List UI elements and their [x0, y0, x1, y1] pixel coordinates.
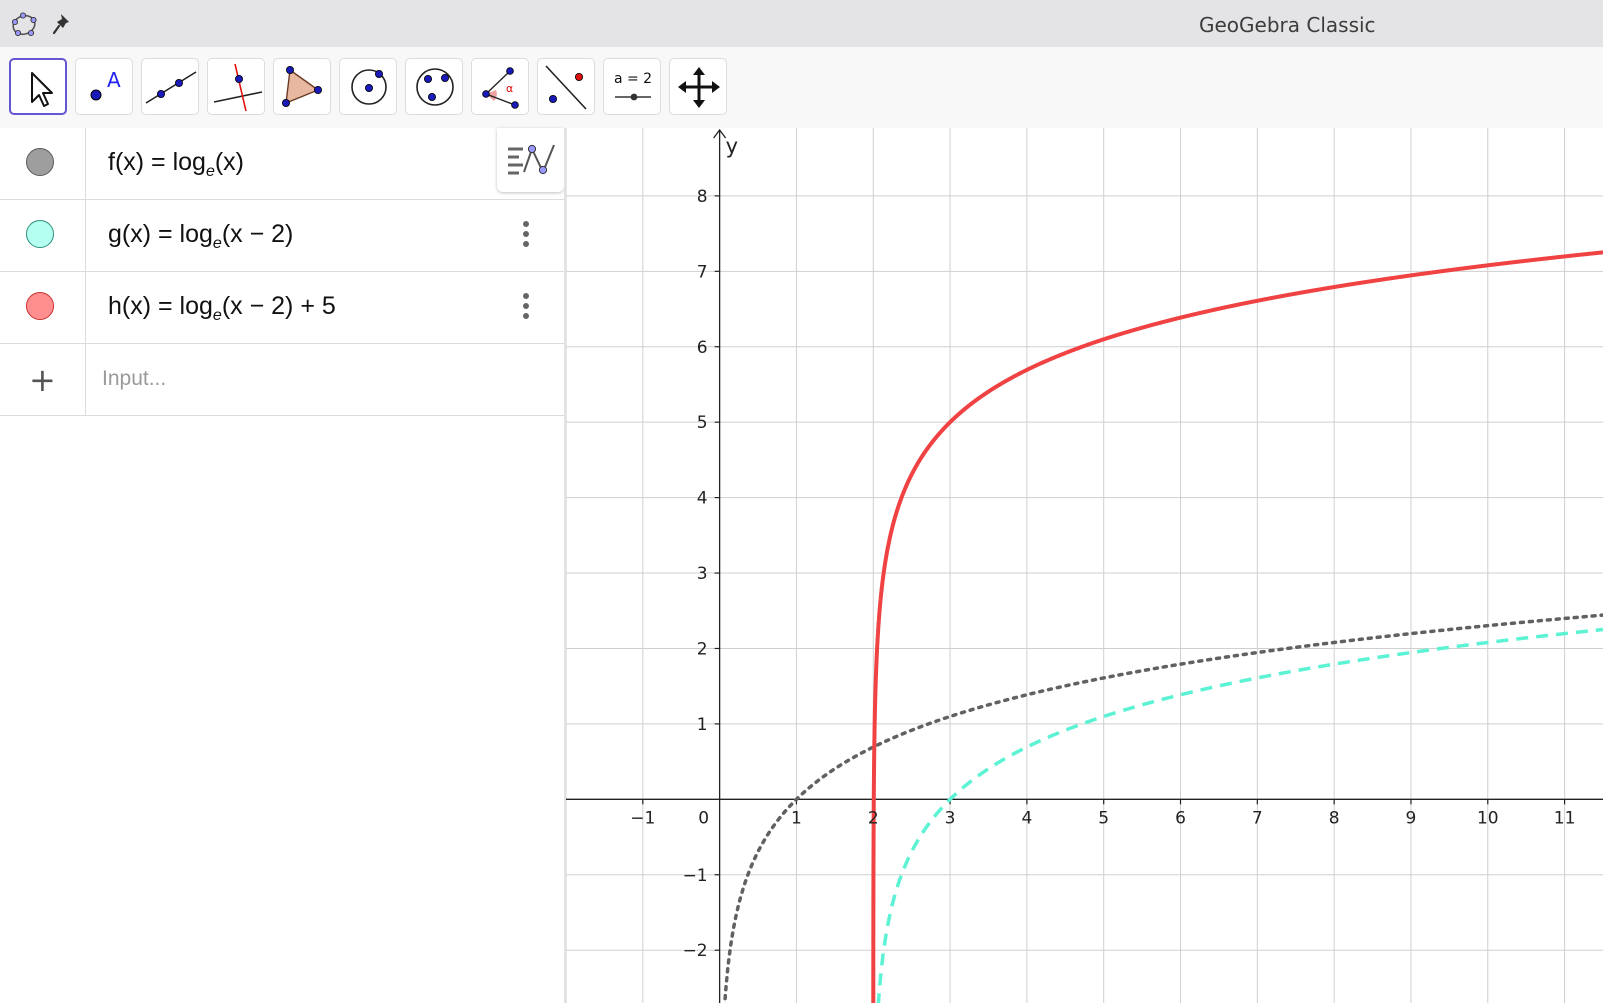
perpendicular-line-tool[interactable] — [207, 58, 265, 115]
x-tick-label: 10 — [1477, 808, 1499, 828]
algebra-input[interactable]: Input... — [102, 367, 167, 390]
expr-head: g(x) = log — [108, 220, 213, 248]
algebra-input-row[interactable]: + Input... — [0, 344, 565, 416]
pin-icon[interactable] — [52, 11, 76, 37]
grid-layer — [565, 128, 1603, 1003]
x-tick-label: −1 — [630, 808, 655, 828]
circle-three-points-icon — [416, 68, 454, 106]
log-base: e — [212, 235, 222, 252]
y-tick-label: −2 — [683, 941, 708, 961]
y-tick-label: 5 — [697, 413, 708, 433]
reflect-icon — [545, 65, 587, 110]
point-tool[interactable]: A — [75, 58, 133, 115]
circle-center-icon — [351, 69, 387, 105]
polygon-tool[interactable] — [273, 58, 331, 115]
y-tick-label: 3 — [697, 564, 708, 584]
expr-head: h(x) = log — [108, 292, 213, 320]
angle-tool-label: α — [506, 82, 513, 95]
circle-center-point-tool[interactable] — [339, 58, 397, 115]
more-options-icon[interactable] — [520, 221, 532, 251]
polygon-icon — [281, 66, 323, 108]
plus-icon[interactable]: + — [29, 361, 56, 399]
y-axis-label: y — [726, 134, 738, 158]
function-curve-f — [723, 613, 1603, 1003]
line-tool[interactable] — [141, 58, 199, 115]
expr-head: f(x) = log — [108, 148, 206, 176]
visibility-toggle-g[interactable] — [26, 220, 54, 248]
x-tick-label: 2 — [868, 808, 879, 828]
title-bar: GeoGebra Classic — [0, 0, 1603, 47]
visibility-toggle-h[interactable] — [26, 292, 54, 320]
point-tool-label: A — [107, 68, 121, 92]
marble-cell — [0, 200, 86, 271]
x-tick-label: 6 — [1175, 808, 1186, 828]
marble-cell: + — [0, 344, 86, 415]
labels-layer: −1 0 1 2 3 4 5 6 7 8 9 10 11 8 7 6 5 4 3 2 1 −1 −2 y — [630, 134, 1575, 961]
y-tick-label: 7 — [697, 262, 708, 282]
slider-tool-label: a = 2 — [614, 71, 652, 87]
x-tick-label: 5 — [1098, 808, 1109, 828]
expr-arg: (x − 2) — [221, 220, 294, 248]
curves-layer — [723, 250, 1603, 1003]
visibility-toggle-f[interactable] — [26, 148, 54, 176]
point-icon: A — [90, 68, 121, 101]
algebra-row-f[interactable]: f(x) = loge(x) — [0, 128, 565, 200]
slider-icon: a = 2 — [614, 71, 652, 101]
y-tick-label: 4 — [697, 489, 708, 509]
function-expression-f[interactable]: f(x) = loge(x) — [108, 148, 244, 181]
more-options-icon[interactable] — [520, 293, 532, 323]
arrow-cursor-icon — [31, 72, 53, 107]
algebra-row-g[interactable]: g(x) = loge(x − 2) — [0, 200, 565, 272]
angle-icon: α — [482, 67, 519, 109]
marble-cell — [0, 128, 86, 199]
x-tick-label: 4 — [1021, 808, 1032, 828]
algebra-style-toggle-button[interactable] — [497, 128, 564, 192]
y-tick-label: 6 — [697, 338, 708, 358]
toolbar: A — [0, 47, 1603, 128]
algebra-description-icon — [508, 144, 555, 175]
y-tick-label: 2 — [697, 639, 708, 659]
line-through-two-points-icon — [145, 71, 197, 104]
x-tick-label: 8 — [1329, 808, 1340, 828]
perpendicular-line-icon — [213, 63, 263, 112]
move-arrows-icon — [678, 67, 720, 108]
x-tick-label: 11 — [1554, 808, 1576, 828]
app-title: GeoGebra Classic — [1199, 13, 1376, 37]
function-expression-h[interactable]: h(x) = loge(x − 2) + 5 — [108, 292, 336, 325]
panel-divider[interactable] — [564, 128, 566, 1003]
slider-tool[interactable]: a = 2 — [603, 58, 661, 115]
circle-three-points-tool[interactable] — [405, 58, 463, 115]
x-tick-label: 9 — [1406, 808, 1417, 828]
geogebra-logo-icon[interactable] — [10, 11, 38, 39]
y-axis-arrow-icon — [713, 128, 727, 139]
function-curve-g — [876, 627, 1603, 1003]
y-tick-label: 1 — [697, 715, 708, 735]
move-tool[interactable] — [9, 58, 67, 115]
function-curve-h — [871, 250, 1603, 1003]
function-expression-g[interactable]: g(x) = loge(x − 2) — [108, 220, 293, 253]
expr-arg: (x) — [214, 148, 245, 176]
graphics-view[interactable]: −1 0 1 2 3 4 5 6 7 8 9 10 11 8 7 6 5 4 3 2 1 −1 −2 y — [565, 128, 1603, 1003]
log-base: e — [205, 163, 215, 180]
x-tick-label: 0 — [698, 808, 709, 828]
x-tick-label: 1 — [791, 808, 802, 828]
marble-cell — [0, 272, 86, 343]
log-base: e — [212, 307, 222, 324]
algebra-view: f(x) = loge(x) g(x) = loge(x − 2) h(x) =… — [0, 128, 565, 1003]
reflect-about-line-tool[interactable] — [537, 58, 595, 115]
move-graphics-view-tool[interactable] — [669, 58, 727, 115]
angle-tool[interactable]: α — [471, 58, 529, 115]
function-plot[interactable]: −1 0 1 2 3 4 5 6 7 8 9 10 11 8 7 6 5 4 3 2 1 −1 −2 y — [565, 128, 1603, 1003]
expr-arg: (x − 2) + 5 — [221, 292, 336, 320]
axes-layer — [566, 128, 1603, 1003]
x-tick-label: 3 — [945, 808, 956, 828]
y-tick-label: −1 — [683, 866, 708, 886]
x-tick-label: 7 — [1252, 808, 1263, 828]
algebra-row-h[interactable]: h(x) = loge(x − 2) + 5 — [0, 272, 565, 344]
y-tick-label: 8 — [697, 187, 708, 207]
